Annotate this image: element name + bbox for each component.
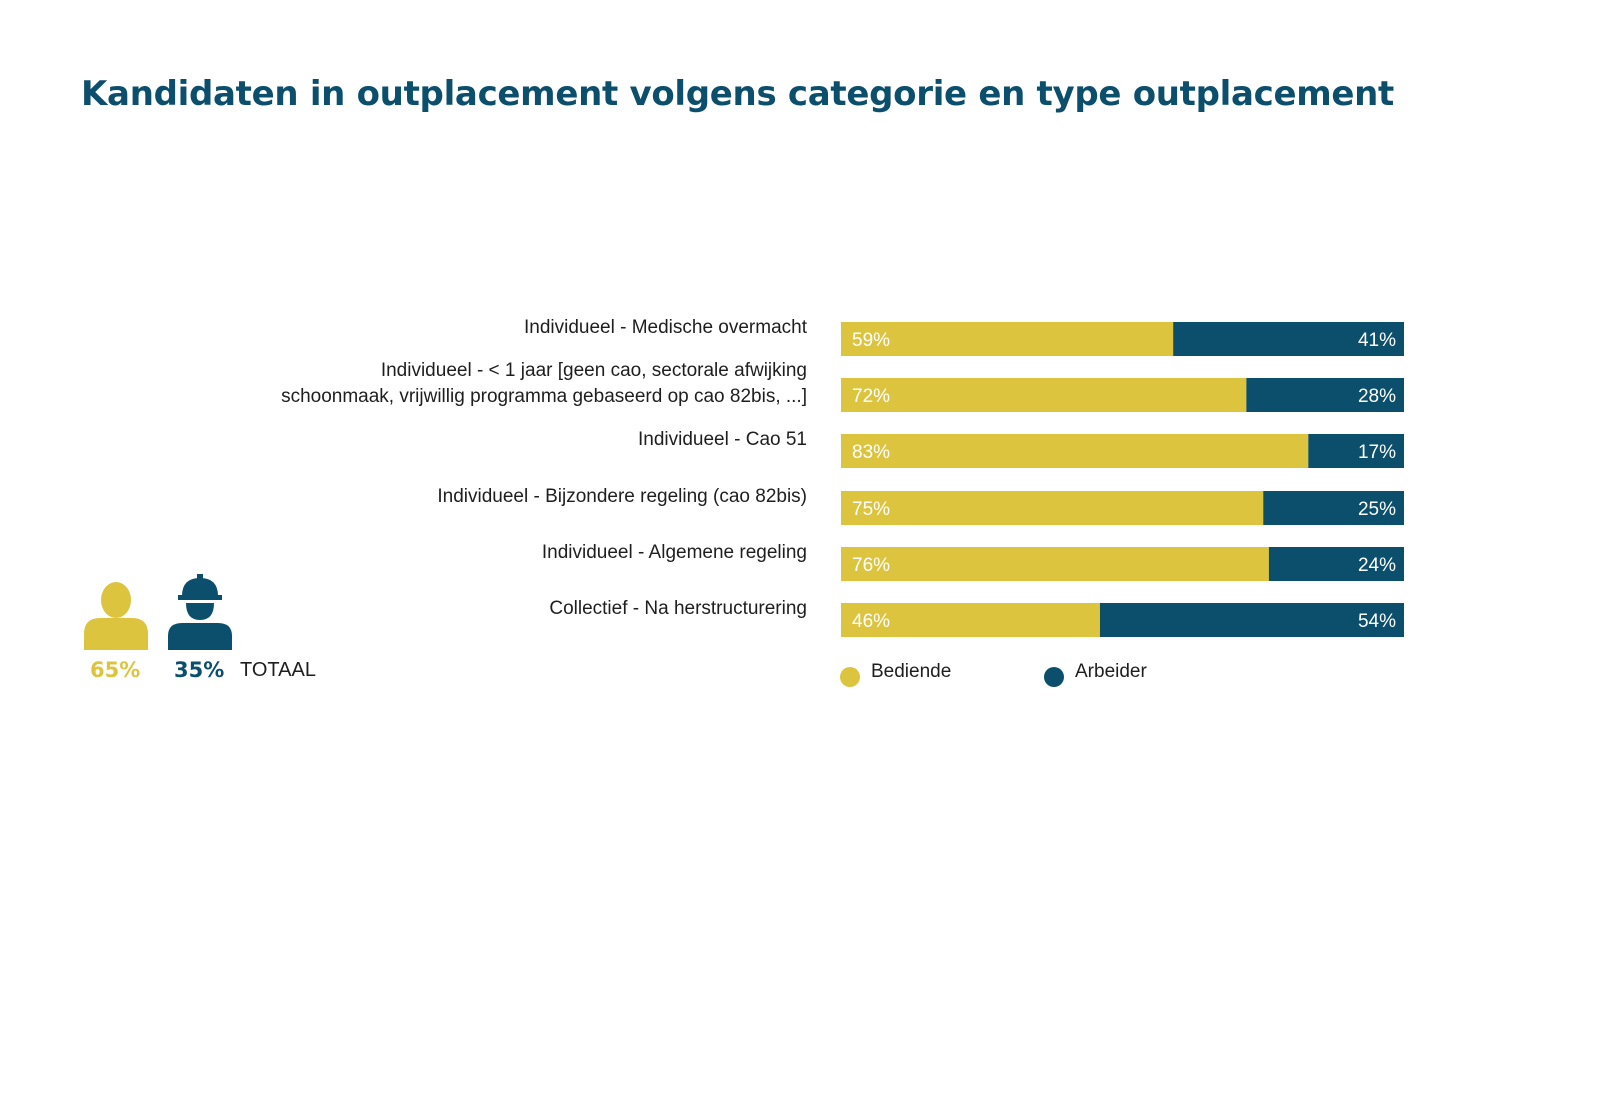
data-label-arbeider: 41% xyxy=(1358,330,1396,351)
bar-segment-bediende xyxy=(841,547,1269,581)
data-label-bediende: 72% xyxy=(852,386,890,407)
bar-segment-arbeider xyxy=(1246,378,1404,412)
data-label-bediende: 59% xyxy=(852,330,890,351)
bar-segment-bediende xyxy=(841,378,1247,412)
legend-label-bediende: Bediende xyxy=(871,661,951,682)
data-label-bediende: 75% xyxy=(852,499,890,520)
data-label-arbeider: 17% xyxy=(1358,442,1396,463)
total-arbeider-pct: 35% xyxy=(174,658,225,682)
data-label-arbeider: 25% xyxy=(1358,499,1396,520)
category-label: Individueel - Algemene regeling xyxy=(542,542,807,563)
legend-marker-bediende xyxy=(840,667,860,687)
legend-marker-arbeider xyxy=(1044,667,1064,687)
person-icon xyxy=(84,582,148,650)
data-label-arbeider: 54% xyxy=(1358,611,1396,632)
data-label-arbeider: 24% xyxy=(1358,555,1396,576)
bar-segment-arbeider xyxy=(1263,491,1404,525)
category-label: Individueel - Bijzondere regeling (cao 8… xyxy=(437,486,807,507)
category-label: Individueel - Cao 51 xyxy=(638,429,807,450)
bar-segment-arbeider xyxy=(1268,547,1404,581)
data-label-bediende: 83% xyxy=(852,442,890,463)
bar-segment-bediende xyxy=(841,322,1174,356)
bar-segment-arbeider xyxy=(1099,603,1404,637)
data-label-bediende: 46% xyxy=(852,611,890,632)
chart-title: Kandidaten in outplacement volgens categ… xyxy=(81,74,1395,114)
total-label: TOTAAL xyxy=(240,659,316,681)
category-label: Individueel - Medische overmacht xyxy=(524,317,808,338)
worker-helmet-icon xyxy=(168,574,232,650)
legend-label-arbeider: Arbeider xyxy=(1075,661,1147,682)
category-label: Individueel - < 1 jaar [geen cao, sector… xyxy=(381,360,807,381)
data-label-arbeider: 28% xyxy=(1358,386,1396,407)
data-label-bediende: 76% xyxy=(852,555,890,576)
bar-segment-arbeider xyxy=(1173,322,1404,356)
category-label: schoonmaak, vrijwillig programma gebasee… xyxy=(281,386,807,407)
bar-segment-bediende xyxy=(841,434,1309,468)
category-label: Collectief - Na herstructurering xyxy=(549,598,807,619)
bar-segment-bediende xyxy=(841,491,1264,525)
bar-segment-bediende xyxy=(841,603,1100,637)
total-bediende-pct: 65% xyxy=(90,658,141,682)
bar-segment-arbeider xyxy=(1308,434,1404,468)
